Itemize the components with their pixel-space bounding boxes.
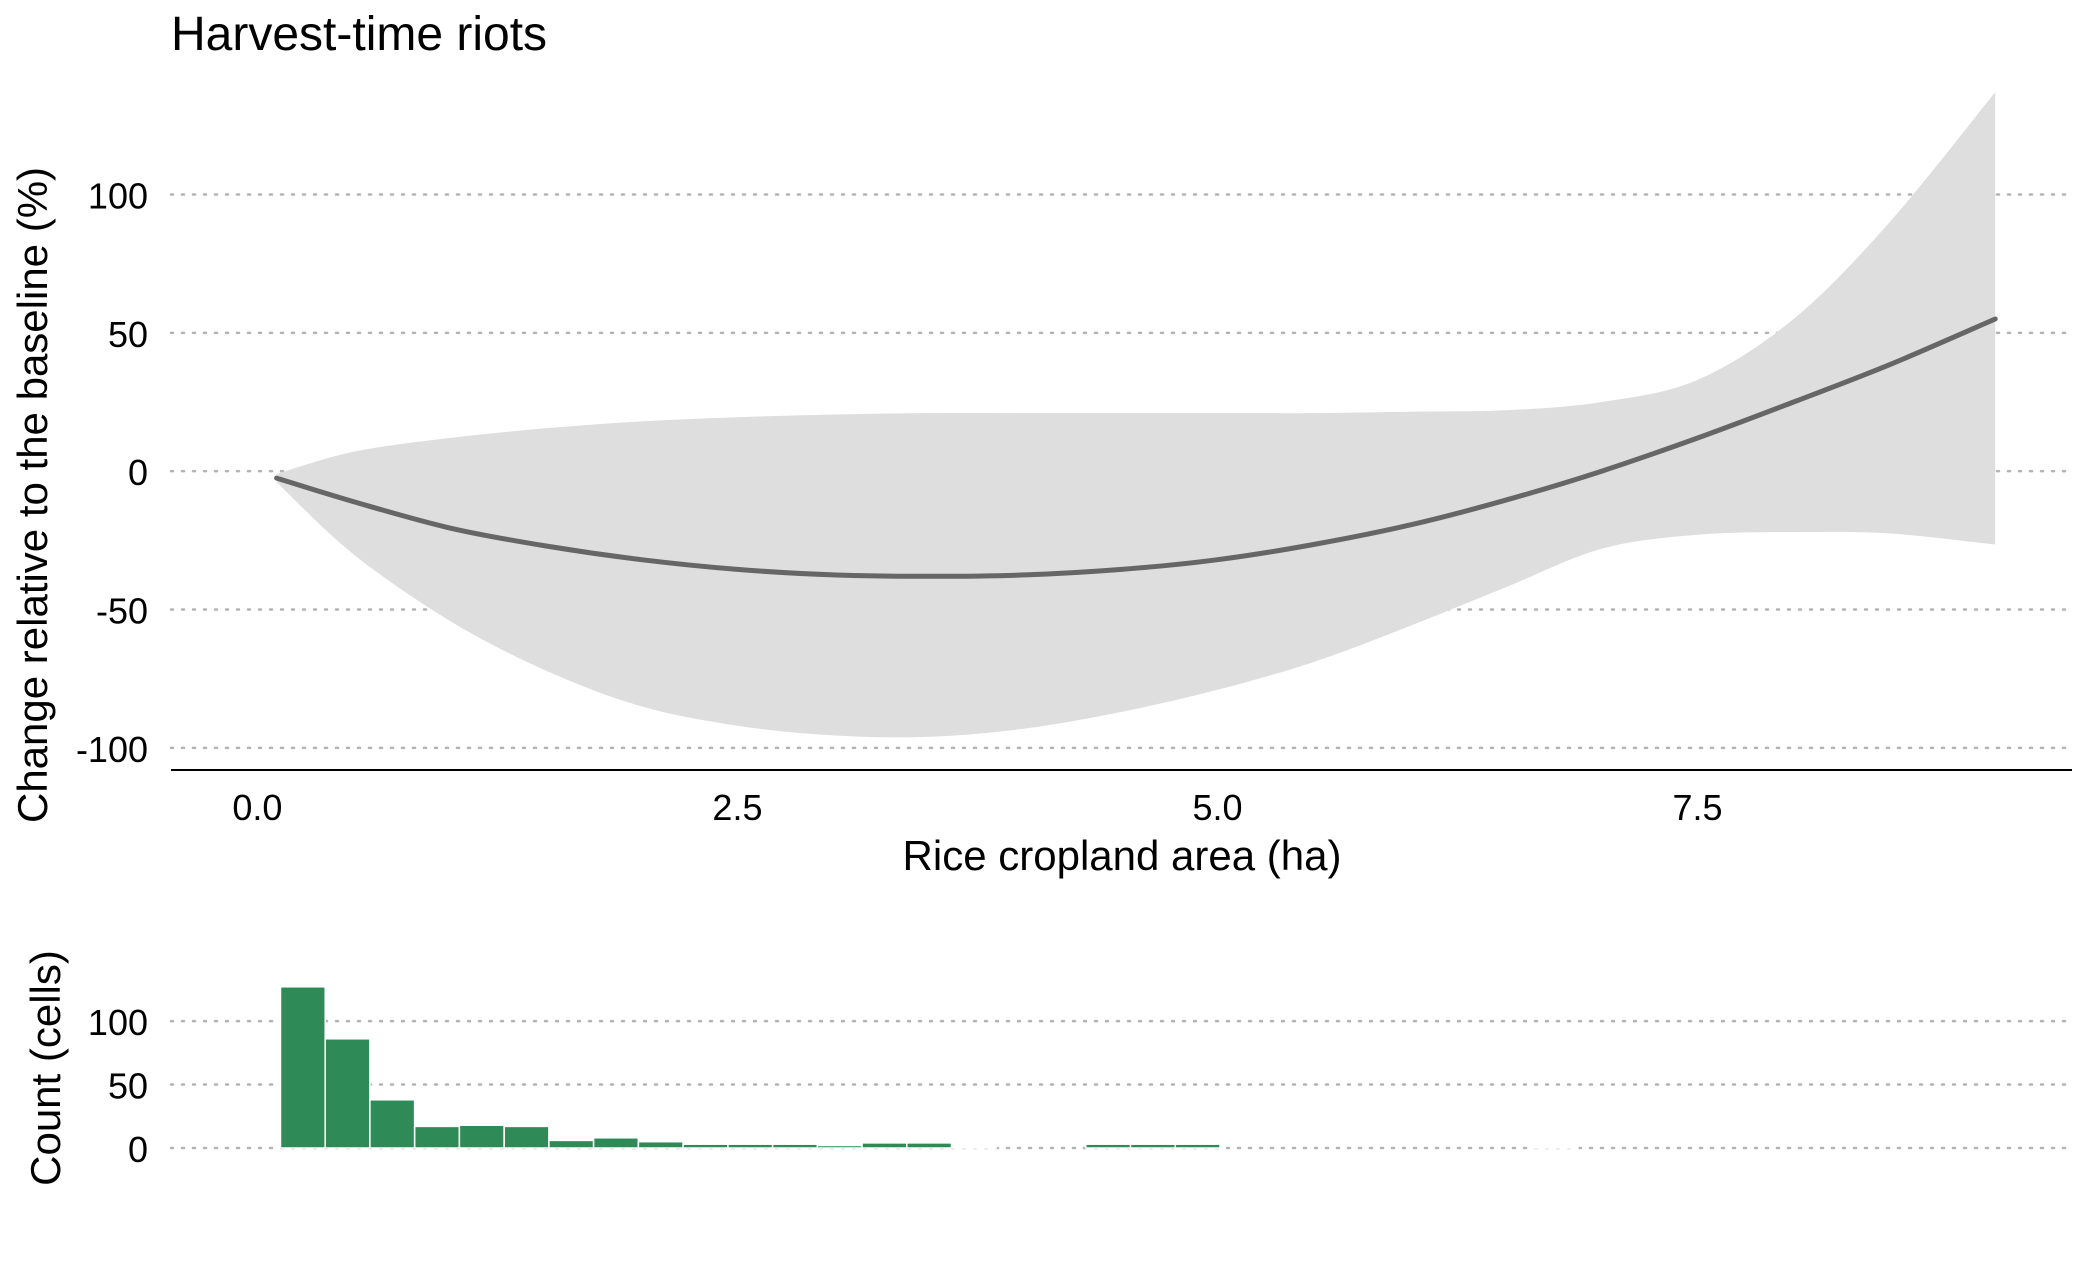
histogram-y-tick-label: 0: [128, 1129, 148, 1170]
y-axis-label: Change relative to the baseline (%): [9, 167, 56, 823]
y-tick-label: 100: [88, 176, 148, 217]
histogram-bar: [548, 1139, 595, 1149]
histogram-bar: [1129, 1143, 1176, 1149]
y-tick-label: 0: [128, 452, 148, 493]
histogram-bars: [279, 986, 1579, 1149]
histogram-bar: [950, 1145, 998, 1149]
histogram-bar: [637, 1140, 684, 1149]
histogram-gridlines: [169, 1019, 2074, 1150]
histogram-bar: [1532, 1145, 1579, 1149]
chart-title: Harvest-time riots: [171, 8, 547, 61]
histogram-y-tick-label: 100: [88, 1002, 148, 1043]
histogram-y-axis-label: Count (cells): [22, 950, 69, 1186]
histogram-bar: [279, 986, 326, 1149]
histogram-bar: [324, 1038, 371, 1149]
x-tick-label: 2.5: [712, 787, 762, 828]
histogram-bar: [458, 1124, 505, 1149]
y-tick-label: 50: [108, 314, 148, 355]
histogram-bar: [1085, 1143, 1132, 1149]
y-tick-label: -50: [96, 591, 148, 632]
histogram-bar: [503, 1125, 550, 1149]
histogram-y-tick-label: 50: [108, 1066, 148, 1107]
y-tick-labels: 100 50 0 -50 -100: [76, 176, 148, 770]
x-tick-label: 7.5: [1673, 787, 1723, 828]
histogram-y-tick-labels: 100 50 0: [88, 1002, 148, 1170]
x-tick-labels: 0.0 2.5 5.0 7.5: [232, 787, 1722, 828]
x-tick-label: 0.0: [232, 787, 282, 828]
histogram-bar: [861, 1142, 908, 1149]
histogram-bar: [1174, 1143, 1221, 1149]
y-tick-label: -100: [76, 729, 148, 770]
histogram-bar: [727, 1143, 774, 1149]
histogram-bar: [413, 1125, 461, 1149]
histogram-bar: [682, 1143, 729, 1149]
histogram-bar: [771, 1143, 819, 1149]
fit-line: [274, 316, 1998, 579]
x-axis-label: Rice cropland area (ha): [903, 832, 1342, 879]
confidence-band: [276, 92, 1996, 738]
histogram-bar: [816, 1144, 863, 1149]
histogram-bar: [592, 1137, 640, 1149]
histogram-bar: [369, 1099, 416, 1149]
x-tick-label: 5.0: [1192, 787, 1242, 828]
histogram-bar: [906, 1142, 953, 1149]
